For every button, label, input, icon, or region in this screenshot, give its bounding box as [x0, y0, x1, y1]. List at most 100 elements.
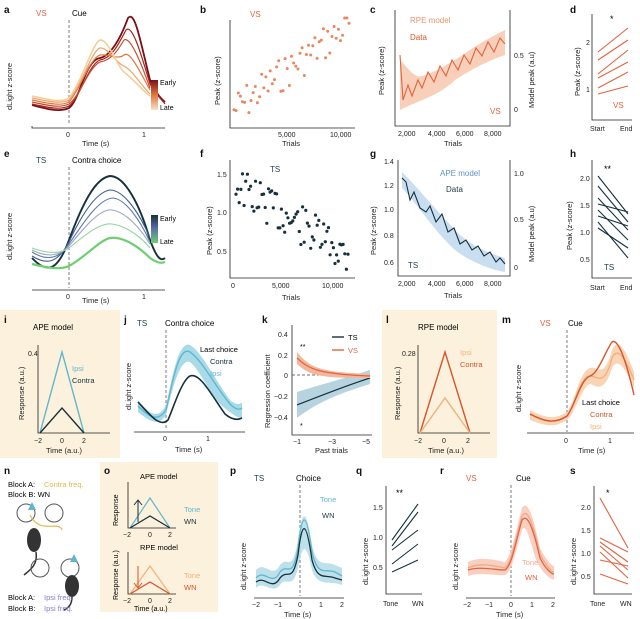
panel-h-ytick-0: 0.5 — [580, 257, 590, 264]
panel-f-point — [307, 224, 311, 228]
panel-e-title: TS — [36, 156, 46, 165]
panel-i-xtick-1: 0 — [60, 438, 64, 445]
panel-f-point — [257, 205, 261, 209]
panel-j-legend-ipsi: Ipsi — [210, 369, 222, 378]
panel-b-title: VS — [250, 10, 261, 19]
panel-f-axes — [229, 160, 355, 279]
panel-m-legend-ipsi: Ipsi — [590, 422, 602, 431]
panel-f-point — [343, 252, 347, 256]
panel-h-ytick-2: 1.5 — [580, 203, 590, 210]
panel-p-wn-label: WN — [322, 511, 335, 520]
panel-c-xtick-3: 8,000 — [484, 131, 502, 138]
panel-h: h ** TS 0.5 1.0 1.5 2.0 Start End Peak (… — [565, 149, 633, 292]
panel-i-xtick-2: 2 — [82, 438, 86, 445]
panel-i-axes — [37, 345, 110, 434]
panel-f-point — [320, 242, 324, 246]
panel-p-tone-line — [255, 519, 343, 579]
panel-b-point — [281, 89, 285, 93]
panel-b-point — [285, 67, 289, 71]
panel-f-point — [322, 222, 326, 226]
panel-a-colorbar — [151, 80, 158, 110]
panel-k-vs-band — [297, 352, 370, 378]
panel-l-letter: l — [386, 315, 389, 326]
panel-h-xtick-0: Start — [590, 285, 605, 292]
panel-f-xtick-0: 0 — [231, 283, 235, 290]
panel-f-point — [326, 226, 331, 230]
panel-d-xtick-0: Start — [590, 126, 605, 133]
panel-b-point — [262, 86, 266, 90]
panel-q-ytick-1: 1.0 — [373, 535, 383, 542]
panel-m-xtick-0: 0 — [564, 438, 568, 445]
panel-o-top-axes — [127, 482, 176, 529]
panel-l-ylabel: Response (a.u.) — [393, 366, 402, 420]
panel-r-xtick-2: 0 — [509, 602, 513, 609]
panel-o-ape-tone-label: Tone — [184, 505, 200, 514]
mouse-illustration-1 — [16, 502, 64, 576]
panel-o-xlabel: Time (a.u.) — [134, 606, 168, 613]
panel-h-tag: TS — [604, 263, 614, 272]
panel-f-point — [291, 219, 295, 223]
panel-q-star: ** — [396, 488, 404, 498]
panel-p-cue: Choice — [296, 474, 321, 483]
panel-n-block-b: Block B: WN — [8, 490, 50, 499]
panel-i-ylabel: Response (a.u.) — [17, 366, 26, 420]
panel-o-top-xtick-1: 0 — [148, 532, 152, 539]
panel-r-letter: r — [440, 466, 444, 477]
panel-b-point — [326, 29, 330, 33]
panel-s-ytick-0: 0.5 — [581, 574, 591, 581]
panel-c-axes — [394, 10, 511, 127]
panel-m-legend-contra: Contra — [590, 410, 613, 419]
panel-r-title: VS — [466, 474, 477, 483]
panel-f-point — [266, 187, 271, 191]
panel-b-point — [234, 109, 238, 113]
panel-e-ylabel: dLight z-score — [5, 213, 14, 260]
panel-f-point — [279, 207, 283, 211]
panel-f-point — [283, 230, 287, 234]
panel-r-xtick-3: 1 — [530, 602, 534, 609]
panel-n-block-a2: Block A: — [8, 593, 35, 602]
panel-k-xtick-2: −5 — [362, 439, 370, 446]
panel-p-xtick-3: 1 — [319, 602, 323, 609]
panel-j: j TS Contra choice Last choice Contra Ip… — [123, 315, 245, 454]
panel-f-point — [297, 229, 301, 234]
panel-g-xtick-2: 6,000 — [456, 281, 474, 288]
panel-b-xlabel: Trials — [282, 139, 300, 148]
panel-s-ytick-2: 1.5 — [581, 528, 591, 535]
panel-b-ylabel: Peak (z-score) — [213, 56, 222, 105]
panel-b-point — [345, 16, 349, 20]
panel-m-title: VS — [540, 319, 551, 328]
panel-j-letter: j — [123, 315, 127, 326]
panel-i-ipsi-line — [39, 349, 85, 434]
panel-b-point — [343, 16, 347, 20]
panel-o-title-ape: APE model — [140, 472, 178, 481]
panel-k-ytick-0: 0.4 — [278, 332, 288, 339]
panel-b-point — [275, 65, 279, 69]
panel-b-xtick-1: 10,000 — [330, 132, 352, 139]
panel-g-xtick-0: 2,000 — [398, 281, 416, 288]
panel-b-point — [304, 53, 308, 56]
panel-s-xtick-0: Tone — [590, 601, 605, 608]
panel-g-ylabel: Peak (z-score) — [369, 206, 378, 255]
panel-g-ytick-2: 1.0 — [384, 207, 394, 214]
panel-b-point — [247, 111, 251, 115]
panel-g-letter: g — [370, 149, 376, 160]
panel-g-legend-data: Data — [446, 185, 463, 194]
panel-f-ytick-1: 1.0 — [217, 210, 227, 217]
panel-r-wn-line — [467, 517, 555, 575]
panel-b-point — [302, 74, 306, 77]
panel-o-rpe-wn-line — [129, 581, 171, 595]
panel-o-bottom-xtick-0: −2 — [123, 598, 131, 605]
panel-c-legend-model: RPE model — [410, 16, 451, 25]
panel-b-point — [332, 25, 336, 28]
panel-b-point — [328, 51, 332, 55]
panel-g-tag: TS — [408, 261, 418, 270]
panel-f-point — [240, 172, 245, 176]
panel-f-point — [323, 240, 327, 244]
panel-m: m VS Cue Last choice Contra Ipsi 0 1 Tim… — [502, 315, 635, 455]
panel-f-point — [244, 179, 248, 183]
panel-f-point — [313, 213, 318, 217]
panel-k-xtick-0: −1 — [293, 439, 301, 446]
panel-s-letter: s — [570, 466, 576, 477]
panel-k-axes — [291, 325, 372, 436]
panel-e-letter: e — [4, 149, 10, 160]
